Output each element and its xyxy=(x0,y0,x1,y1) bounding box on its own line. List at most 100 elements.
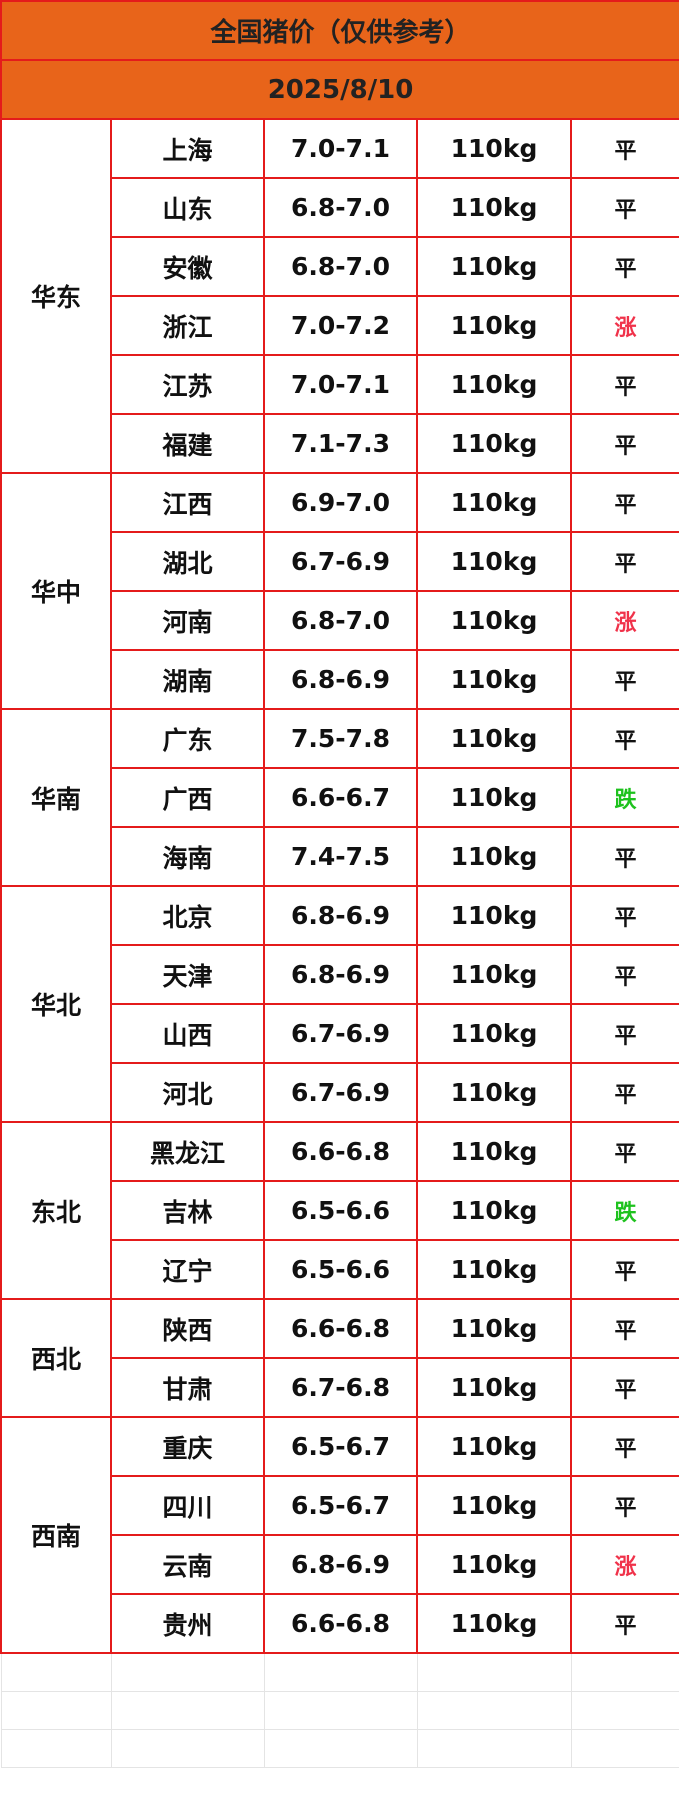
price-range: 6.7-6.9 xyxy=(263,531,418,592)
empty-cell xyxy=(110,1652,265,1692)
empty-grid-row xyxy=(0,1729,679,1768)
trend-badge: 平 xyxy=(569,118,679,179)
province: 湖北 xyxy=(110,531,265,592)
weight: 110kg xyxy=(416,1298,572,1359)
weight: 110kg xyxy=(416,649,572,710)
weight: 110kg xyxy=(416,1239,572,1300)
empty-cell xyxy=(110,1729,265,1768)
table-row: 山东 6.8-7.0 110kg 平 xyxy=(1,177,679,238)
table-row: 广西 6.6-6.7 110kg 跌 xyxy=(1,767,679,828)
region-name: 华东 xyxy=(0,118,112,474)
trend-badge: 平 xyxy=(569,1475,679,1536)
empty-cell xyxy=(416,1652,572,1692)
price-range: 6.6-6.8 xyxy=(263,1593,418,1654)
weight: 110kg xyxy=(416,1003,572,1064)
trend-badge: 平 xyxy=(569,1298,679,1359)
empty-cell xyxy=(570,1691,679,1730)
price-range: 6.5-6.6 xyxy=(263,1239,418,1300)
weight: 110kg xyxy=(416,177,572,238)
price-range: 6.7-6.9 xyxy=(263,1003,418,1064)
table-row: 福建 7.1-7.3 110kg 平 xyxy=(1,413,679,474)
empty-cell xyxy=(0,1691,112,1730)
province: 辽宁 xyxy=(110,1239,265,1300)
weight: 110kg xyxy=(416,944,572,1005)
trend-badge: 平 xyxy=(569,413,679,474)
pig-price-table: 全国猪价（仅供参考） 2025/8/10 华东 上海 7.0-7.1 110kg 平山东… xyxy=(0,0,679,1768)
price-range: 6.8-7.0 xyxy=(263,590,418,651)
table-row: 云南 6.8-6.9 110kg 涨 xyxy=(1,1534,679,1595)
province: 山东 xyxy=(110,177,265,238)
table-row: 浙江 7.0-7.2 110kg 涨 xyxy=(1,295,679,356)
province: 海南 xyxy=(110,826,265,887)
province: 上海 xyxy=(110,118,265,179)
weight: 110kg xyxy=(416,708,572,769)
table-row: 甘肃 6.7-6.8 110kg 平 xyxy=(1,1357,679,1418)
trend-badge: 跌 xyxy=(569,1180,679,1241)
price-range: 6.8-7.0 xyxy=(263,177,418,238)
price-range: 7.0-7.2 xyxy=(263,295,418,356)
weight: 110kg xyxy=(416,826,572,887)
weight: 110kg xyxy=(416,1121,572,1182)
empty-cell xyxy=(110,1691,265,1730)
table-row: 华北 北京 6.8-6.9 110kg 平 xyxy=(0,885,679,1123)
price-range: 6.6-6.8 xyxy=(263,1298,418,1359)
empty-grid-row xyxy=(0,1652,679,1692)
province: 河北 xyxy=(110,1062,265,1123)
province: 江苏 xyxy=(110,354,265,415)
price-range: 7.1-7.3 xyxy=(263,413,418,474)
price-range: 6.7-6.8 xyxy=(263,1357,418,1418)
weight: 110kg xyxy=(416,118,572,179)
weight: 110kg xyxy=(416,531,572,592)
price-range: 6.8-6.9 xyxy=(263,649,418,710)
table-row: 安徽 6.8-7.0 110kg 平 xyxy=(1,236,679,297)
trend-badge: 跌 xyxy=(569,767,679,828)
price-range: 6.8-6.9 xyxy=(263,1534,418,1595)
price-range: 6.8-7.0 xyxy=(263,236,418,297)
province: 福建 xyxy=(110,413,265,474)
table-row: 河北 6.7-6.9 110kg 平 xyxy=(1,1062,679,1123)
region-name: 华中 xyxy=(0,472,112,710)
weight: 110kg xyxy=(416,413,572,474)
trend-badge: 平 xyxy=(569,1121,679,1182)
table-row: 华南 广东 7.5-7.8 110kg 平 xyxy=(0,708,679,887)
region-name: 华北 xyxy=(0,885,112,1123)
province: 浙江 xyxy=(110,295,265,356)
province: 黑龙江 xyxy=(110,1121,265,1182)
province: 山西 xyxy=(110,1003,265,1064)
table-row: 华中 江西 6.9-7.0 110kg 平 xyxy=(0,472,679,710)
trend-badge: 平 xyxy=(569,354,679,415)
price-range: 6.9-7.0 xyxy=(263,472,418,533)
price-range: 6.8-6.9 xyxy=(263,885,418,946)
weight: 110kg xyxy=(416,1416,572,1477)
table-row: 辽宁 6.5-6.6 110kg 平 xyxy=(1,1239,679,1300)
weight: 110kg xyxy=(416,1534,572,1595)
trend-badge: 平 xyxy=(569,826,679,887)
table-row: 西北 陕西 6.6-6.8 110kg 平 xyxy=(0,1298,679,1418)
province: 贵州 xyxy=(110,1593,265,1654)
trend-badge: 平 xyxy=(569,944,679,1005)
table-row: 海南 7.4-7.5 110kg 平 xyxy=(1,826,679,887)
province: 广西 xyxy=(110,767,265,828)
empty-grid-row xyxy=(0,1691,679,1730)
weight: 110kg xyxy=(416,1593,572,1654)
empty-cell xyxy=(570,1652,679,1692)
weight: 110kg xyxy=(416,472,572,533)
table-row: 西南 重庆 6.5-6.7 110kg 平 xyxy=(0,1416,679,1654)
price-range: 6.8-6.9 xyxy=(263,944,418,1005)
province: 安徽 xyxy=(110,236,265,297)
province: 四川 xyxy=(110,1475,265,1536)
province: 吉林 xyxy=(110,1180,265,1241)
price-range: 6.6-6.8 xyxy=(263,1121,418,1182)
price-range: 6.6-6.7 xyxy=(263,767,418,828)
trend-badge: 平 xyxy=(569,177,679,238)
province: 广东 xyxy=(110,708,265,769)
trend-badge: 平 xyxy=(569,708,679,769)
province: 北京 xyxy=(110,885,265,946)
table-row: 山西 6.7-6.9 110kg 平 xyxy=(1,1003,679,1064)
table-title: 全国猪价（仅供参考） xyxy=(0,0,679,61)
table-row: 华东 上海 7.0-7.1 110kg 平 xyxy=(0,118,679,474)
table-row: 东北 黑龙江 6.6-6.8 110kg 平 xyxy=(0,1121,679,1300)
table-row: 湖南 6.8-6.9 110kg 平 xyxy=(1,649,679,710)
province: 江西 xyxy=(110,472,265,533)
weight: 110kg xyxy=(416,354,572,415)
